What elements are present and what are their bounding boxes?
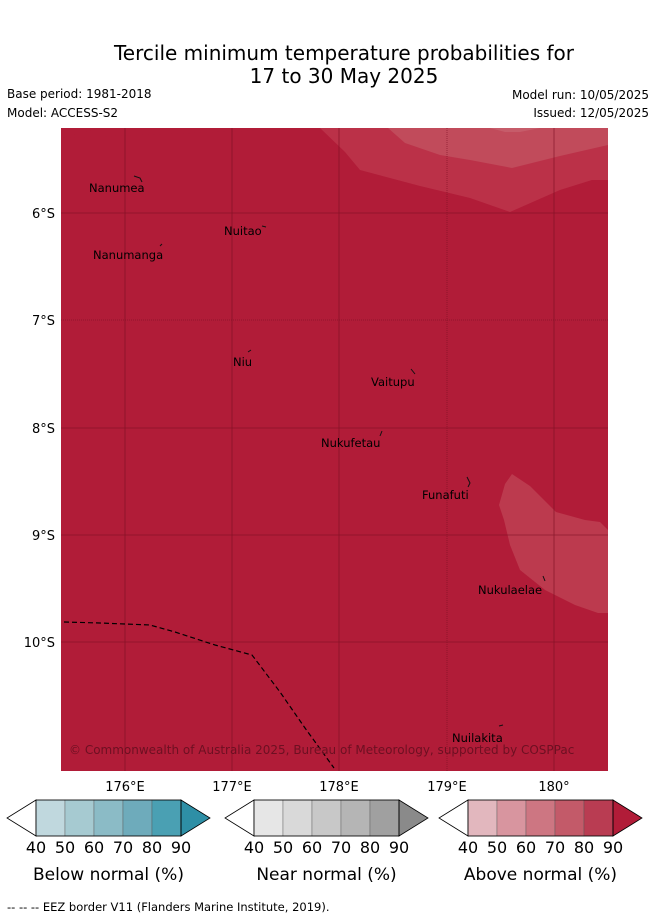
colorbar-tick-label: 80 (360, 838, 380, 857)
colorbar-outline (35, 799, 182, 837)
map-title: Tercile minimum temperature probabilitie… (0, 42, 655, 88)
place-vaitupu: Vaitupu (371, 375, 415, 389)
colorbar-title: Above normal (%) (464, 865, 617, 885)
colorbars: 40 50 60 70 80 90 Below normal (%) 40 50 60 70 80 90… (6, 799, 643, 885)
colorbar-tick-label: 90 (603, 838, 623, 857)
island-nanumea-shape (133, 175, 143, 183)
colorbar-tick-label: 60 (84, 838, 104, 857)
place-nanumea: Nanumea (89, 181, 145, 195)
colorbar-segment (93, 799, 124, 837)
colorbar-outline (467, 799, 614, 837)
base-period: Base period: 1981-2018 (7, 87, 152, 101)
colorbar-over-triangle (398, 799, 429, 837)
place-nukufetau: Nukufetau (321, 436, 380, 450)
copyright-notice: © Commonwealth of Australia 2025, Bureau… (69, 743, 574, 757)
island-nuilakita-shape (498, 724, 504, 727)
colorbar-tick-label: 40 (458, 838, 478, 857)
island-niu-shape (247, 349, 252, 353)
colorbar-segment (554, 799, 585, 837)
island-nukufetau-shape (379, 430, 383, 437)
place-funafuti: Funafuti (422, 488, 469, 502)
colorbar-under-triangle (6, 799, 37, 837)
island-nanumanga-shape (159, 243, 163, 247)
colorbar-tick-label: 50 (273, 838, 293, 857)
place-niu: Niu (233, 355, 252, 369)
island-funafuti-shape (466, 476, 471, 488)
colorbar-segment (467, 799, 498, 837)
eez-border (63, 621, 335, 769)
colorbar-tick-label: 60 (302, 838, 322, 857)
colorbar-segment (282, 799, 313, 837)
colorbar-segment (496, 799, 527, 837)
colorbar-tick-label: 50 (55, 838, 75, 857)
latitude-labels: 6°S 7°S 8°S 9°S 10°S (24, 207, 55, 651)
place-nuilakita: Nuilakita (452, 731, 503, 745)
colorbar-0: 40 50 60 70 80 90 Below normal (%) (6, 799, 211, 885)
above-normal-fill (61, 128, 608, 771)
model-name: Model: ACCESS-S2 (7, 106, 119, 120)
colorbar-over-triangle (180, 799, 211, 837)
eez-footer-note: -- -- -- EEZ border V11 (Flanders Marine… (7, 900, 330, 914)
lat-label-10s: 10°S (24, 636, 55, 651)
colorbar-tick-label: 80 (142, 838, 162, 857)
colorbar-under-triangle (224, 799, 255, 837)
colorbar-segment (253, 799, 284, 837)
colorbar-title: Below normal (%) (33, 865, 184, 885)
island-nukulaelae-shape (542, 575, 546, 582)
colorbar-tick-label: 40 (26, 838, 46, 857)
lat-label-9s: 9°S (32, 529, 55, 544)
place-nuitao: Nuitao (224, 224, 262, 238)
colorbar-title: Near normal (%) (256, 865, 396, 885)
lon-label-177e: 177°E (212, 780, 252, 795)
colorbar-segment (369, 799, 400, 837)
lon-label-176e: 176°E (105, 780, 145, 795)
colorbar-outline (253, 799, 400, 837)
colorbar-tick-label: 80 (574, 838, 594, 857)
lon-label-178e: 178°E (319, 780, 359, 795)
title-line-2: 17 to 30 May 2025 (249, 64, 439, 88)
colorbar-tick-label: 90 (389, 838, 409, 857)
prob-zone-90 (490, 128, 540, 132)
colorbar-segment (64, 799, 95, 837)
colorbar-tick-label: 70 (113, 838, 133, 857)
colorbar-tick-label: 60 (516, 838, 536, 857)
colorbar-over-triangle (612, 799, 643, 837)
lat-label-8s: 8°S (32, 422, 55, 437)
island-outlines (133, 175, 546, 727)
colorbar-tick-label: 50 (487, 838, 507, 857)
colorbar-under-triangle (438, 799, 469, 837)
gridlines (61, 128, 608, 771)
colorbar-1: 40 50 60 70 80 90 Near normal (%) (224, 799, 429, 885)
colorbar-segment (340, 799, 371, 837)
colorbar-segment (35, 799, 66, 837)
longitude-labels: 176°E 177°E 178°E 179°E 180° (105, 780, 569, 795)
lat-label-7s: 7°S (32, 314, 55, 329)
colorbar-segment (151, 799, 182, 837)
colorbar-tick-label: 70 (545, 838, 565, 857)
prob-zone-80 (388, 128, 608, 168)
colorbar-tick-label: 70 (331, 838, 351, 857)
colorbar-segment (311, 799, 342, 837)
prob-zone-lower (499, 474, 608, 613)
map-area: Nanumea Nuitao Nanumanga Niu Vaitupu Nuk… (61, 128, 608, 771)
lon-label-180: 180° (538, 780, 569, 795)
island-vaitupu-shape (410, 368, 416, 375)
island-nuitao-shape (261, 225, 267, 228)
lat-label-6s: 6°S (32, 207, 55, 222)
place-nukulaelae: Nukulaelae (478, 583, 542, 597)
issued-date: Issued: 12/05/2025 (533, 106, 649, 120)
place-labels: Nanumea Nuitao Nanumanga Niu Vaitupu Nuk… (89, 181, 542, 745)
colorbar-segment (583, 799, 614, 837)
title-line-1: Tercile minimum temperature probabilitie… (113, 41, 575, 65)
colorbar-segment (525, 799, 556, 837)
lon-label-179e: 179°E (427, 780, 467, 795)
colorbar-2: 40 50 60 70 80 90 Above normal (%) (438, 799, 643, 885)
colorbar-tick-label: 40 (244, 838, 264, 857)
place-nanumanga: Nanumanga (93, 248, 163, 262)
colorbar-segment (122, 799, 153, 837)
colorbar-tick-label: 90 (171, 838, 191, 857)
model-run: Model run: 10/05/2025 (511, 88, 649, 102)
